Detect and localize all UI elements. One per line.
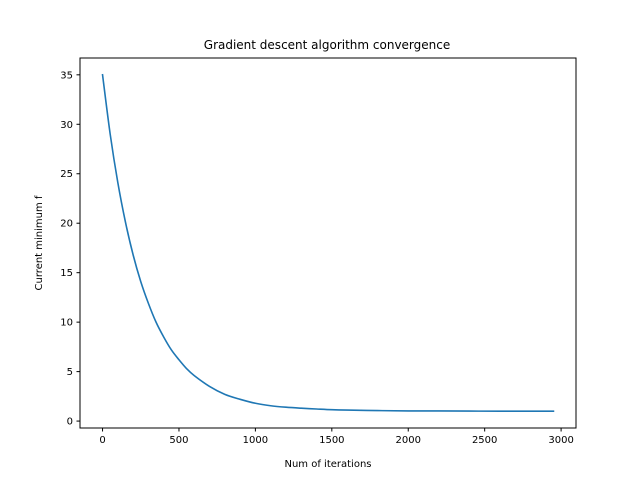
y-tick-label: 10 xyxy=(60,318,73,329)
series-line xyxy=(101,73,555,412)
y-tick-label: 0 xyxy=(67,417,73,428)
x-tick-label: 0 xyxy=(99,435,105,446)
x-tick-label: 3000 xyxy=(548,435,573,446)
y-axis-label: Current minimum f xyxy=(34,195,45,290)
x-axis-ticks: 0 500 1000 1500 2000 2500 3000 xyxy=(99,428,574,446)
y-tick-label: 35 xyxy=(60,70,73,81)
y-tick-label: 15 xyxy=(60,268,73,279)
series-layer xyxy=(101,73,555,412)
x-axis-label: Num of iterations xyxy=(284,459,371,470)
x-tick-label: 1000 xyxy=(243,435,268,446)
y-tick-label: 25 xyxy=(60,169,73,180)
x-tick-label: 2000 xyxy=(396,435,421,446)
x-tick-label: 1500 xyxy=(319,435,344,446)
y-tick-label: 20 xyxy=(60,219,73,230)
plot-frame xyxy=(79,57,577,429)
y-tick-label: 30 xyxy=(60,120,73,131)
x-tick-label: 2500 xyxy=(472,435,497,446)
y-tick-label: 5 xyxy=(67,367,73,378)
x-tick-label: 500 xyxy=(169,435,188,446)
y-axis-ticks: 0 5 10 15 20 25 30 35 xyxy=(60,70,80,428)
chart-title: Gradient descent algorithm convergence xyxy=(204,38,450,52)
